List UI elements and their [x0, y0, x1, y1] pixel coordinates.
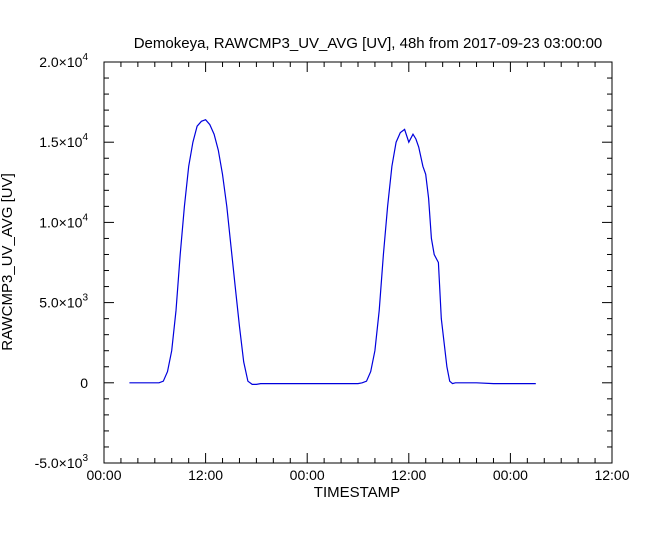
- x-tick-label: 00:00: [493, 467, 528, 483]
- chart-title: Demokeya, RAWCMP3_UV_AVG [UV], 48h from …: [134, 35, 603, 52]
- x-tick-label: 00:00: [86, 467, 121, 483]
- x-tick-label: 00:00: [290, 467, 325, 483]
- x-tick-label: 12:00: [594, 467, 629, 483]
- y-tick-label: 1.5×104: [39, 132, 88, 150]
- y-tick-label: 1.0×104: [39, 212, 88, 230]
- x-tick-label: 12:00: [188, 467, 223, 483]
- y-axis-label: RAWCMP3_UV_AVG [UV]: [0, 173, 16, 351]
- x-axis-label: TIMESTAMP: [314, 484, 400, 501]
- y-tick-label: 5.0×103: [39, 293, 88, 311]
- x-axis: 00:00 12:00 00:00 12:00 00:00 12:00: [86, 62, 630, 483]
- series-line: [129, 118, 536, 385]
- y-tick-label: -5.0×103: [35, 453, 89, 471]
- x-tick-label: 12:00: [391, 467, 426, 483]
- y-axis: -5.0×103 0 5.0×103 1.0×104 1.5×104 2.0×104: [35, 52, 612, 471]
- y-tick-label: 0: [80, 375, 88, 391]
- y-tick-label: 2.0×104: [39, 52, 88, 70]
